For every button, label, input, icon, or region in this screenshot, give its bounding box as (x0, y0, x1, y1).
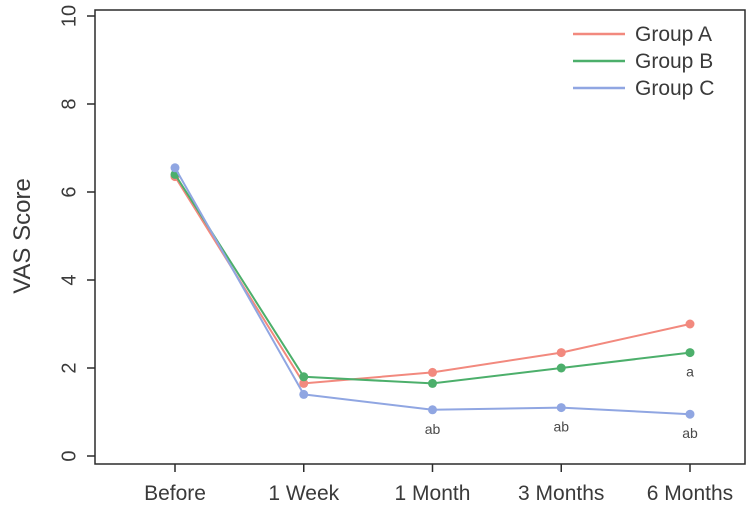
plot-border (94, 9, 746, 465)
series-line (174, 166, 691, 416)
y-tick-label: 8 (58, 98, 80, 109)
y-tick-label: 0 (58, 450, 80, 461)
data-point (428, 405, 437, 415)
data-point (556, 348, 566, 358)
data-point (685, 348, 695, 358)
y-tick-label: 2 (58, 362, 80, 373)
plot-box (94, 9, 746, 465)
y-tick-label: 4 (58, 274, 80, 285)
x-tick-label: Before (144, 482, 206, 505)
data-point (556, 403, 566, 413)
significance-label: a (686, 364, 694, 380)
legend-label: Group A (635, 23, 712, 46)
data-point (170, 163, 180, 173)
y-tick-label: 10 (58, 5, 80, 27)
x-tick-label: 6 Months (647, 482, 733, 505)
x-tick-label: 1 Month (395, 482, 471, 505)
data-point (299, 378, 309, 388)
legend-label: Group B (635, 50, 713, 73)
significance-label: ab (682, 425, 698, 441)
data-point (428, 367, 437, 377)
data-point (428, 378, 437, 388)
series-line (174, 175, 691, 385)
y-tick-label: 6 (58, 186, 80, 197)
data-point (556, 363, 566, 373)
significance-label: ab (553, 419, 569, 435)
x-tick-label: 1 Week (268, 482, 339, 505)
significance-label: ab (425, 421, 441, 437)
x-tick-label: 3 Months (518, 482, 604, 505)
series-group-c (170, 163, 695, 419)
series-group-a (170, 172, 695, 388)
series-group-b (170, 169, 695, 388)
x-axis: Before 1 Week 1 Month 3 Months 6 Months (144, 464, 733, 505)
annotations: ab ab ab a (425, 364, 698, 442)
data-point (685, 409, 695, 419)
legend-label: Group C (635, 77, 714, 100)
legend: Group A Group B Group C (573, 23, 714, 100)
series-line (174, 173, 691, 385)
y-axis: 0 2 4 6 8 10 VAS Score (9, 5, 95, 462)
y-axis-title: VAS Score (9, 178, 36, 294)
data-point (299, 372, 309, 382)
data-point (685, 319, 695, 329)
data-point (299, 389, 309, 399)
